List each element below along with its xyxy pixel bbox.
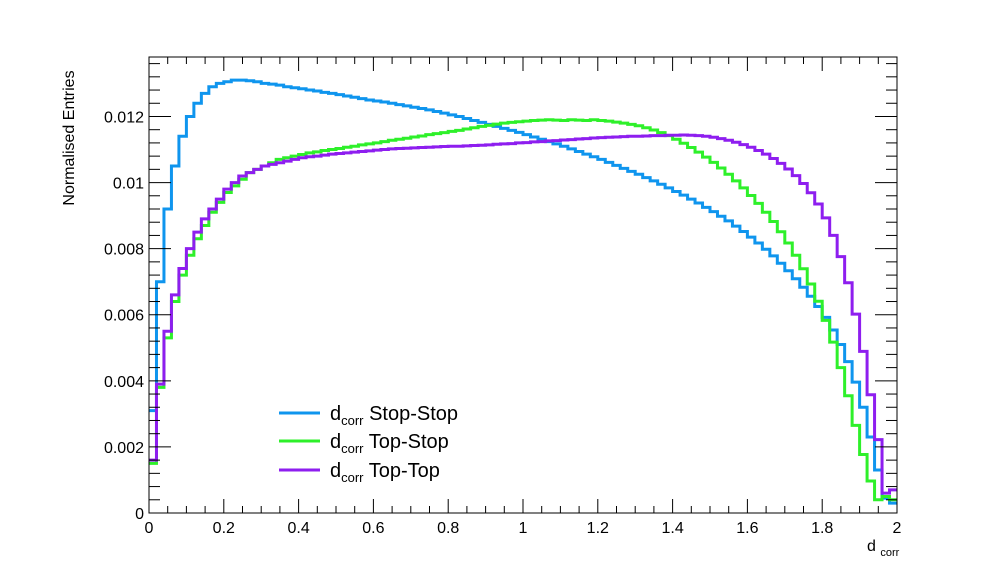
legend-label-main: d [330,431,341,453]
x-tick-label: 2 [893,520,902,537]
legend-label-text: Top-Top [364,460,440,482]
legend-label-main: d [330,460,341,482]
series-layer [149,78,897,505]
ticks-layer [148,57,898,514]
legend-label-sub: corr [341,413,364,428]
legend-label-sub: corr [341,470,364,485]
series-stop-stop [149,78,897,505]
y-tick-label: 0.01 [113,176,144,193]
legend-label: dcorr Stop-Stop [330,403,458,428]
x-tick-label: 1.8 [811,520,833,537]
x-axis-title-main: d [867,538,876,555]
y-tick-label: 0.006 [104,308,144,325]
x-tick-label: 1.4 [661,520,683,537]
series-top-top [149,133,897,495]
y-tick-label: 0.004 [104,374,144,391]
legend-label-main: d [330,403,341,425]
x-tick-label: 1.2 [587,520,609,537]
x-axis-title-sub: corr [880,547,899,559]
y-axis-title: Normalised Entries [61,70,78,205]
x-tick-label: 1.6 [736,520,758,537]
x-tick-label: 0.2 [213,520,235,537]
x-tick-label: 0.6 [362,520,384,537]
x-tick-label: 1 [519,520,528,537]
x-axis-title: d corr [867,538,900,559]
x-tick-label: 0.4 [287,520,309,537]
tick-labels-layer: 0 0.2 0.4 0.6 0.8 1 1.2 1.4 1.6 1.8 2 0 0.002 0.004 0.… [104,109,902,537]
legend-label-text: Top-Stop [364,431,449,453]
y-tick-label: 0.008 [104,242,144,259]
legend-label-sub: corr [341,441,364,456]
legend-label: dcorr Top-Stop [330,431,449,456]
x-tick-label: 0 [145,520,154,537]
y-tick-label: 0.002 [104,440,144,457]
x-tick-label: 0.8 [437,520,459,537]
legend-label: dcorr Top-Top [330,460,440,485]
legend-label-text: Stop-Stop [364,403,459,425]
y-tick-label: 0 [135,506,144,523]
y-tick-label: 0.012 [104,109,144,126]
